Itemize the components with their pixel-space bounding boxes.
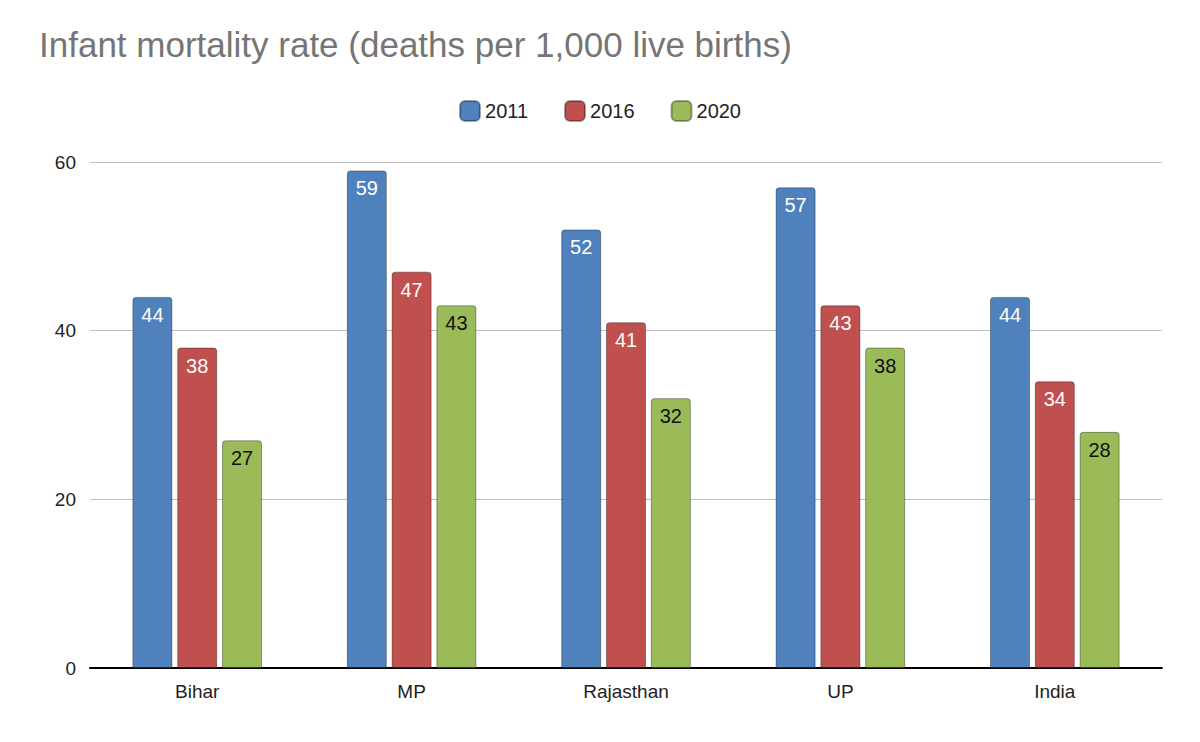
svg-text:57: 57 bbox=[784, 194, 806, 216]
svg-text:38: 38 bbox=[186, 355, 208, 377]
svg-text:32: 32 bbox=[660, 405, 682, 427]
svg-text:38: 38 bbox=[874, 355, 896, 377]
svg-text:41: 41 bbox=[615, 329, 637, 351]
svg-text:Rajasthan: Rajasthan bbox=[583, 681, 669, 702]
svg-text:27: 27 bbox=[231, 447, 253, 469]
svg-text:MP: MP bbox=[397, 681, 426, 702]
svg-text:Infant mortality rate (deaths: Infant mortality rate (deaths per 1,000 … bbox=[39, 25, 792, 64]
svg-text:UP: UP bbox=[827, 681, 853, 702]
svg-text:34: 34 bbox=[1044, 388, 1066, 410]
svg-text:44: 44 bbox=[141, 304, 163, 326]
svg-text:60: 60 bbox=[55, 152, 76, 173]
svg-text:0: 0 bbox=[65, 658, 76, 679]
svg-text:2020: 2020 bbox=[697, 100, 742, 122]
svg-text:2016: 2016 bbox=[590, 100, 635, 122]
svg-text:47: 47 bbox=[400, 279, 422, 301]
svg-text:2011: 2011 bbox=[485, 100, 528, 122]
svg-text:44: 44 bbox=[999, 304, 1021, 326]
svg-text:Bihar: Bihar bbox=[175, 681, 220, 702]
svg-text:20: 20 bbox=[55, 489, 76, 510]
svg-text:India: India bbox=[1034, 681, 1076, 702]
svg-text:43: 43 bbox=[829, 312, 851, 334]
svg-text:28: 28 bbox=[1088, 439, 1110, 461]
svg-text:52: 52 bbox=[570, 236, 592, 258]
svg-text:59: 59 bbox=[356, 177, 378, 199]
svg-text:43: 43 bbox=[445, 312, 467, 334]
svg-text:40: 40 bbox=[55, 320, 76, 341]
